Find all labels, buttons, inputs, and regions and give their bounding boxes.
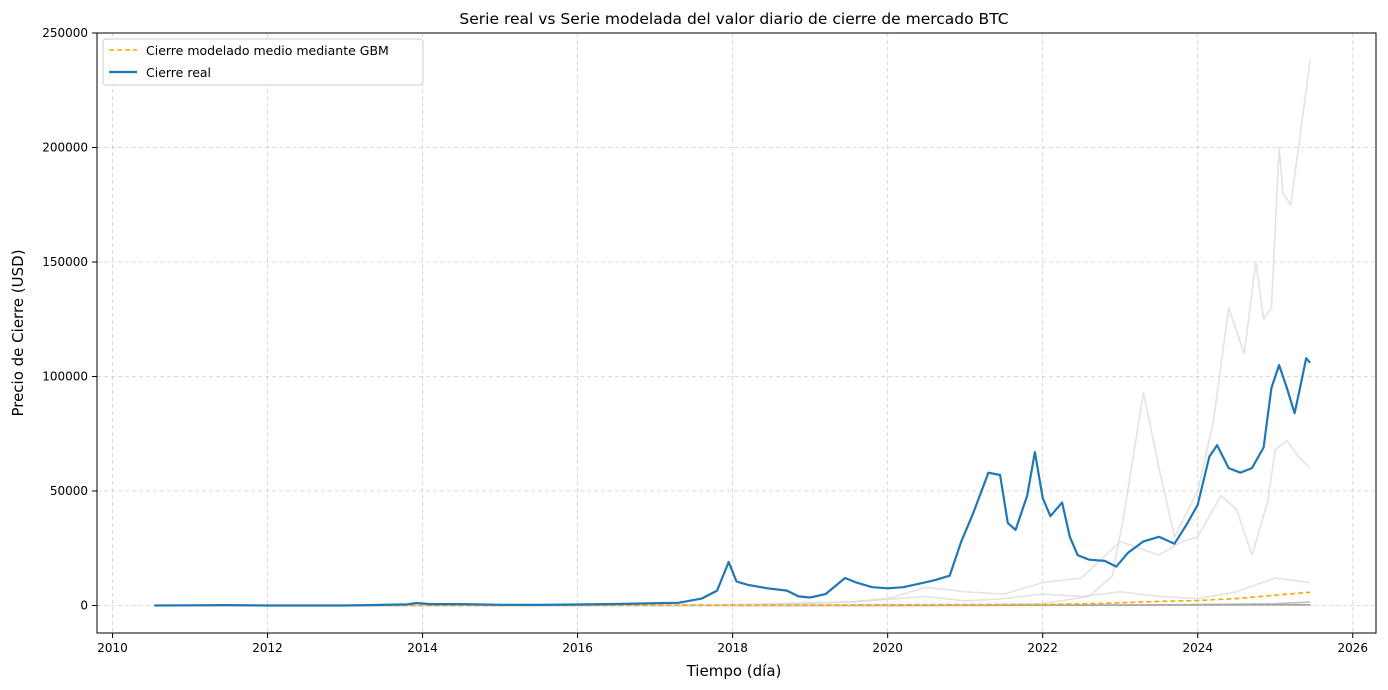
y-tick-label: 0 xyxy=(80,599,88,613)
legend: Cierre modelado medio mediante GBM Cierr… xyxy=(102,38,424,86)
x-tick-label: 2026 xyxy=(1337,641,1368,655)
x-tick-label: 2012 xyxy=(252,641,283,655)
y-tick-label: 200000 xyxy=(42,141,88,155)
series-line-simulated-path xyxy=(154,60,1311,607)
plot-area-frame xyxy=(96,32,1377,634)
grid xyxy=(97,32,1376,633)
x-axis-label: Tiempo (día) xyxy=(686,662,782,680)
x-tick-label: 2016 xyxy=(562,641,593,655)
y-tick-label: 250000 xyxy=(42,26,88,40)
y-tick-label: 150000 xyxy=(42,255,88,269)
y-axis-label: Precio de Cierre (USD) xyxy=(9,249,27,416)
series-line-simulated-path xyxy=(154,439,1311,607)
legend-label-real: Cierre real xyxy=(146,65,211,80)
series-line-gbm-mean xyxy=(154,591,1311,607)
y-axis-ticks: 0 50000 100000 150000 200000 250000 xyxy=(42,26,97,613)
y-tick-label: 50000 xyxy=(50,484,88,498)
x-tick-label: 2014 xyxy=(407,641,438,655)
x-tick-label: 2022 xyxy=(1027,641,1058,655)
y-tick-label: 100000 xyxy=(42,370,88,384)
x-tick-label: 2018 xyxy=(717,641,748,655)
series-line-cierre-real xyxy=(154,357,1311,607)
x-tick-label: 2020 xyxy=(872,641,903,655)
x-axis-ticks: 2010 2012 2014 2016 2018 2020 2022 2024 2026 xyxy=(97,633,1368,655)
series-group xyxy=(154,60,1311,607)
x-tick-label: 2024 xyxy=(1182,641,1213,655)
x-tick-label: 2010 xyxy=(97,641,128,655)
chart-title: Serie real vs Serie modelada del valor d… xyxy=(459,10,1008,28)
legend-label-gbm: Cierre modelado medio mediante GBM xyxy=(146,43,389,58)
legend-box xyxy=(102,38,424,86)
